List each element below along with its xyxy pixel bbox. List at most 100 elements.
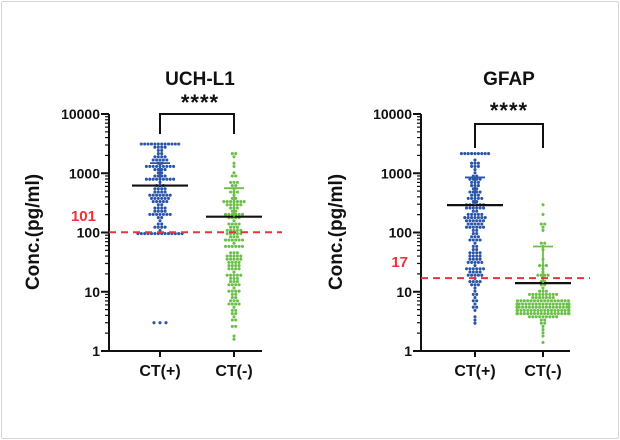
significance-label: **** [181,90,219,115]
data-point [168,193,172,197]
data-point [225,254,229,258]
data-point [232,164,236,168]
data-point [517,302,521,306]
data-point [478,190,482,194]
data-point [521,302,525,306]
data-point [234,196,238,200]
data-point [556,308,560,312]
data-point [471,206,475,210]
data-point [551,292,555,296]
data-point [151,193,155,197]
data-point [566,299,571,303]
data-point [227,267,231,271]
data-point [543,318,547,322]
data-point [161,164,165,168]
y-tick-label: 100 [389,225,413,241]
x-tick-label: CT(-) [215,363,252,380]
data-point [234,264,238,268]
significance-label: **** [490,98,528,123]
data-point [476,235,480,239]
data-point [522,299,526,303]
data-point [232,241,236,245]
data-point [543,299,547,303]
data-point [163,209,167,213]
data-point [468,267,472,271]
data-point [151,177,155,181]
data-point [546,312,550,316]
data-point [151,158,155,162]
data-point [476,260,480,264]
data-point [232,276,236,280]
data-point [473,216,477,220]
data-point [532,299,537,303]
data-point [539,299,543,303]
data-point [464,219,469,223]
data-point [165,212,169,216]
data-point [232,273,236,277]
data-point [532,312,537,316]
data-point [234,260,238,264]
data-point [160,209,164,213]
data-point [163,232,167,236]
data-point [230,267,234,271]
data-point [234,324,238,328]
data-point [471,244,475,248]
data-point [158,321,162,325]
threshold-line: 101 [71,208,282,234]
data-point [222,200,226,204]
data-point [531,296,535,300]
data-point [468,206,472,210]
data-point [225,257,229,261]
data-point [234,283,238,287]
data-point [235,299,239,303]
data-point [475,254,479,258]
data-point [235,190,239,194]
data-point [160,190,164,194]
data-point [468,238,472,242]
data-point [239,273,243,277]
data-point [470,260,474,264]
data-point [229,203,233,207]
data-point [155,164,159,168]
data-point [153,196,157,200]
data-point [473,164,477,168]
data-point [541,340,545,344]
data-point [232,305,236,309]
data-point [471,209,475,213]
data-point [237,264,241,268]
data-point [541,225,545,229]
data-point [152,321,156,325]
data-point [146,142,150,146]
data-point [227,244,231,248]
data-point [475,244,479,248]
data-point [487,152,491,156]
data-point [538,302,542,306]
data-point [230,209,234,213]
data-point [473,264,477,268]
data-point [234,184,238,188]
panel-gfap: GFAP Conc.(pg/ml) 10000 1000 100 10 1 CT(+) CT… [326,69,590,380]
data-point [480,196,484,200]
data-point [476,273,480,277]
data-point [519,299,523,303]
data-point [148,212,152,216]
data-point [475,251,479,255]
data-point [148,177,152,181]
y-tick-label: 10 [84,284,100,300]
data-point [237,212,241,216]
data-point [163,145,167,149]
data-point [558,302,562,306]
data-point [544,292,548,296]
data-point [536,312,540,316]
data-point [139,232,143,236]
data-point [478,238,482,242]
data-point [475,270,479,274]
data-point [531,315,535,319]
data-point [531,305,535,309]
data-point [235,180,239,184]
data-point [544,264,548,268]
data-point [148,193,152,197]
data-point [475,280,479,284]
data-point [160,152,164,156]
data-point [158,158,162,162]
